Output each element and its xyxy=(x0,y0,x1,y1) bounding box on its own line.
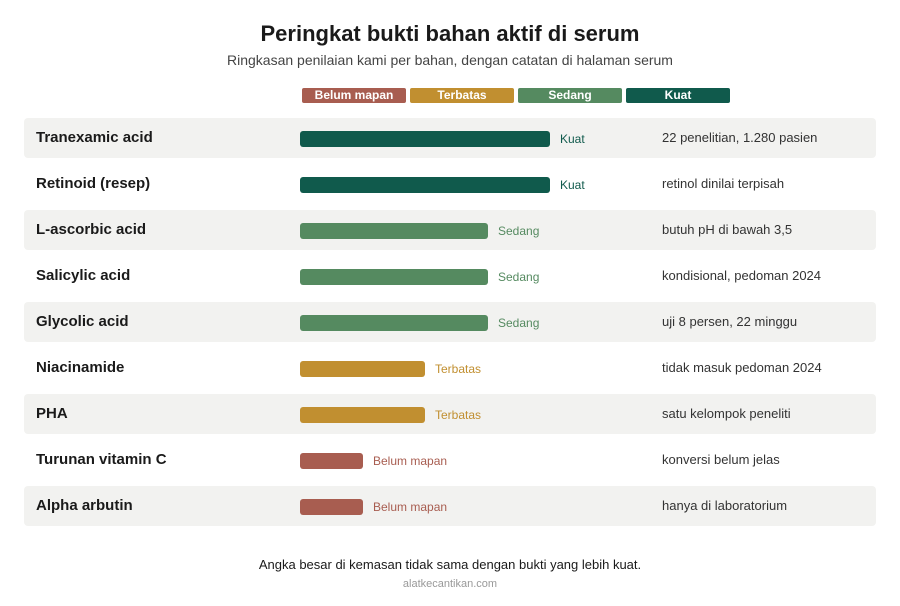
evidence-bar xyxy=(300,361,425,377)
footnote: Angka besar di kemasan tidak sama dengan… xyxy=(0,557,900,572)
row-label: Retinoid (resep) xyxy=(36,164,150,204)
row-note: hanya di laboratorium xyxy=(662,486,787,526)
table-row: Turunan vitamin C Belum mapan konversi bel… xyxy=(24,440,876,480)
table-row: Glycolic acid Sedang uji 8 persen, 22 ming… xyxy=(24,302,876,342)
evidence-level-label: Belum mapan xyxy=(373,486,447,528)
row-label: Glycolic acid xyxy=(36,302,129,342)
evidence-level-label: Terbatas xyxy=(435,394,481,436)
legend: Belum mapan Terbatas Sedang Kuat xyxy=(0,88,900,104)
table-row: Retinoid (resep) Kuat retinol dinilai terp… xyxy=(24,164,876,204)
row-label: Niacinamide xyxy=(36,348,124,388)
legend-item: Kuat xyxy=(626,88,730,103)
evidence-level-label: Sedang xyxy=(498,302,539,344)
legend-item: Terbatas xyxy=(410,88,514,103)
chart-title: Peringkat bukti bahan aktif di serum xyxy=(0,21,900,47)
chart-subtitle: Ringkasan penilaian kami per bahan, deng… xyxy=(0,52,900,68)
table-row: L-ascorbic acid Sedang butuh pH di bawah 3… xyxy=(24,210,876,250)
table-row: Tranexamic acid Kuat 22 penelitian, 1.280 … xyxy=(24,118,876,158)
evidence-bar xyxy=(300,131,550,147)
row-note: konversi belum jelas xyxy=(662,440,780,480)
table-row: Salicylic acid Sedang kondisional, pedoman… xyxy=(24,256,876,296)
evidence-bar xyxy=(300,315,488,331)
row-note: retinol dinilai terpisah xyxy=(662,164,784,204)
row-label: Turunan vitamin C xyxy=(36,440,167,480)
table-row: Alpha arbutin Belum mapan hanya di laborat… xyxy=(24,486,876,526)
evidence-level-label: Kuat xyxy=(560,118,585,160)
row-note: kondisional, pedoman 2024 xyxy=(662,256,821,296)
legend-item: Belum mapan xyxy=(302,88,406,103)
evidence-bar xyxy=(300,269,488,285)
legend-item: Sedang xyxy=(518,88,622,103)
evidence-bar xyxy=(300,499,363,515)
row-label: Tranexamic acid xyxy=(36,118,153,158)
evidence-level-label: Sedang xyxy=(498,256,539,298)
evidence-bar xyxy=(300,407,425,423)
evidence-level-label: Kuat xyxy=(560,164,585,206)
evidence-level-label: Belum mapan xyxy=(373,440,447,482)
table-row: PHA Terbatas satu kelompok peneliti xyxy=(24,394,876,434)
source-credit: alatkecantikan.com xyxy=(0,578,900,590)
evidence-level-label: Terbatas xyxy=(435,348,481,390)
evidence-bar xyxy=(300,177,550,193)
row-note: butuh pH di bawah 3,5 xyxy=(662,210,792,250)
row-note: satu kelompok peneliti xyxy=(662,394,791,434)
row-label: PHA xyxy=(36,394,68,434)
row-label: L-ascorbic acid xyxy=(36,210,146,250)
table-row: Niacinamide Terbatas tidak masuk pedoman 2… xyxy=(24,348,876,388)
evidence-level-label: Sedang xyxy=(498,210,539,252)
evidence-bar xyxy=(300,453,363,469)
row-label: Salicylic acid xyxy=(36,256,130,296)
row-note: 22 penelitian, 1.280 pasien xyxy=(662,118,817,158)
row-note: uji 8 persen, 22 minggu xyxy=(662,302,797,342)
row-note: tidak masuk pedoman 2024 xyxy=(662,348,822,388)
row-label: Alpha arbutin xyxy=(36,486,133,526)
evidence-bar xyxy=(300,223,488,239)
